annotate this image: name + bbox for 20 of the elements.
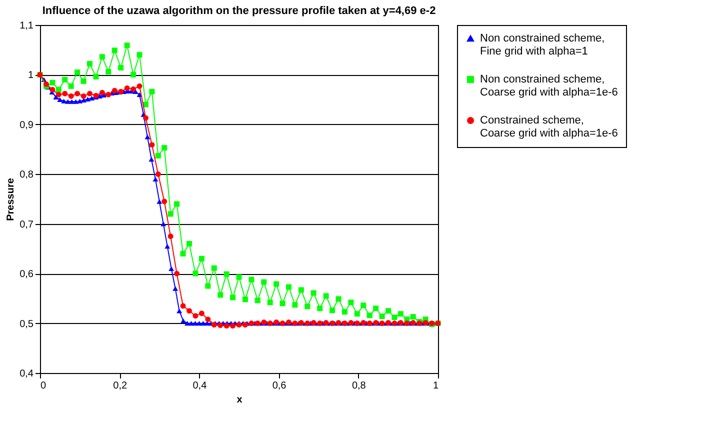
x-axis-title: x	[236, 394, 243, 406]
x-tick-label: 0,2	[113, 380, 128, 392]
legend-label: Non constrained scheme, Fine grid with alpha=1	[480, 32, 605, 58]
x-tick-label: 0,6	[272, 380, 287, 392]
legend-label: Constrained scheme, Coarse grid with alpha=1e-6	[480, 114, 618, 140]
x-tick-label: 0,8	[352, 380, 366, 392]
y-tick-label: 0,6	[20, 269, 34, 280]
y-tick-label: 0,8	[20, 170, 34, 181]
x-tick-label: 1	[432, 380, 439, 392]
y-tick-label: 1,1	[20, 20, 34, 32]
y-tick-label: 0,9	[20, 120, 34, 131]
chart-title: Influence of the uzawa algorithm on the pressure profile taken at y=4,69 e-2	[42, 5, 436, 17]
y-tick-label: 0,4	[20, 368, 34, 380]
y-axis-title: Pressure	[6, 178, 17, 221]
x-tick-label: 0,4	[192, 380, 208, 392]
y-tick-label: 0,5	[20, 318, 34, 330]
y-tick-label: 1	[28, 70, 34, 82]
y-tick-label: 0,7	[20, 219, 34, 230]
legend-label: Non constrained scheme, Coarse grid with alpha=1e-6	[480, 74, 618, 98]
x-tick-label: 0	[40, 380, 46, 392]
